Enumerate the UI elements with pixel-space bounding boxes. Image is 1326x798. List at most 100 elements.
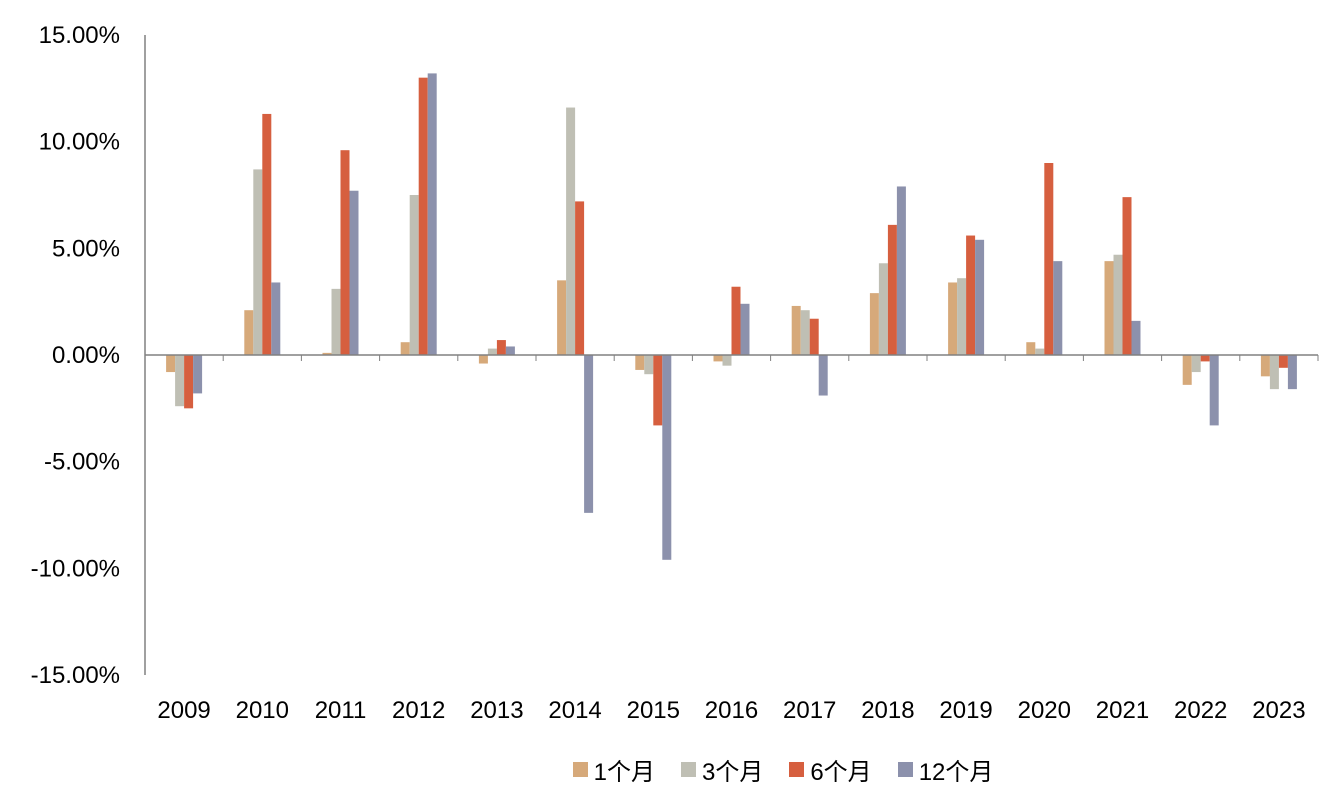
bar-2021-series-4 (1131, 320, 1141, 355)
legend-label: 1个月 (593, 759, 655, 786)
bar-2011-series-2 (331, 288, 341, 355)
bar-2017-series-4 (818, 355, 828, 396)
y-tick-label: -15.00% (31, 662, 120, 689)
bar-2023-series-2 (1269, 355, 1279, 390)
legend-swatch (897, 762, 913, 777)
bar-2017-series-1 (791, 305, 801, 355)
bar-2023-series-3 (1278, 355, 1288, 368)
y-tick-label: 10.00% (39, 129, 120, 156)
bar-2018-series-4 (896, 186, 906, 355)
legend-item: 3个月 (680, 752, 764, 787)
bar-2019-series-2 (957, 278, 967, 355)
legend-item: 1个月 (572, 752, 655, 787)
bars (166, 73, 1297, 560)
bar-2023-series-4 (1287, 355, 1297, 390)
bar-2009-series-4 (193, 355, 203, 394)
bar-2009-series-3 (184, 355, 194, 409)
legend-swatch (789, 762, 805, 777)
bar-2011-series-1 (322, 352, 332, 355)
bar-2011-series-4 (349, 190, 359, 355)
bar-2018-series-1 (869, 293, 879, 355)
bar-2019-series-3 (966, 235, 976, 355)
bar-2018-series-2 (878, 263, 888, 355)
legend-item: 12个月 (897, 752, 994, 787)
x-category-label: 2018 (861, 697, 914, 724)
legend-swatch (572, 762, 588, 777)
bar-2021-series-3 (1122, 197, 1132, 355)
x-category-label: 2013 (470, 697, 523, 724)
bar-2022-series-1 (1182, 355, 1192, 385)
bar-2022-series-2 (1191, 355, 1201, 373)
bar-2016-series-1 (713, 355, 723, 362)
bar-2016-series-2 (722, 355, 732, 366)
bar-2016-series-4 (740, 303, 750, 355)
bar-2017-series-3 (809, 318, 819, 355)
x-category-label: 2012 (392, 697, 445, 724)
bar-2012-series-4 (427, 73, 437, 356)
legend-item: 6个月 (789, 752, 872, 787)
y-tick-label: 5.00% (52, 235, 120, 262)
axes (144, 35, 1319, 675)
bar-2020-series-4 (1053, 261, 1063, 355)
x-category-label: 2019 (939, 697, 992, 724)
legend-swatch (680, 762, 696, 777)
x-category-label: 2017 (783, 697, 836, 724)
x-category-label: 2015 (627, 697, 680, 724)
legend-label: 12个月 (918, 759, 994, 786)
x-category-label: 2021 (1096, 697, 1149, 724)
legend-label: 3个月 (701, 759, 764, 786)
legend-label: 6个月 (810, 759, 872, 786)
y-tick-label: 0.00% (52, 342, 120, 369)
bar-2022-series-3 (1200, 355, 1210, 362)
bar-2019-series-1 (948, 282, 958, 355)
bar-2010-series-4 (271, 282, 281, 355)
x-category-label: 2011 (315, 697, 367, 724)
bar-2023-series-1 (1260, 355, 1270, 377)
bar-2014-series-4 (584, 355, 594, 513)
bar-2014-series-2 (566, 107, 576, 356)
x-category-label: 2016 (705, 697, 758, 724)
bar-2013-series-1 (478, 355, 488, 364)
bar-2015-series-4 (662, 355, 672, 560)
bar-2010-series-1 (244, 310, 254, 355)
x-category-label: 2010 (236, 697, 289, 724)
x-category-label: 2014 (548, 697, 601, 724)
bar-2010-series-3 (262, 113, 272, 355)
bar-2017-series-2 (800, 310, 810, 355)
bar-2015-series-3 (653, 355, 663, 426)
bar-2022-series-4 (1209, 355, 1219, 426)
bar-2012-series-3 (418, 77, 428, 356)
bar-2009-series-2 (175, 355, 185, 407)
bar-2012-series-2 (409, 195, 419, 355)
bar-2020-series-1 (1026, 342, 1036, 355)
bar-2015-series-1 (635, 355, 645, 370)
bar-2020-series-2 (1035, 348, 1045, 355)
bar-2010-series-2 (253, 169, 263, 355)
y-tick-label: 15.00% (39, 22, 120, 49)
x-axis-labels: 2009 2010 2011 2012 2013 2014 2015 2016 2017 2018… (157, 697, 1305, 724)
bar-2016-series-3 (731, 286, 741, 355)
bar-2013-series-3 (496, 340, 506, 355)
x-category-label: 2020 (1018, 697, 1071, 724)
bar-2015-series-2 (644, 355, 654, 375)
bar-2013-series-2 (487, 348, 497, 355)
bar-2011-series-3 (340, 150, 350, 355)
bar-2009-series-1 (166, 355, 176, 373)
bar-2014-series-3 (575, 201, 585, 355)
y-axis-ticks: 15.00% 10.00% 5.00% 0.00% -5.00% -10.00% -15.0… (31, 22, 120, 689)
bar-2021-series-2 (1113, 254, 1123, 355)
legend: 1个月 3个月 6个月 12个月 (0, 752, 1326, 787)
bar-2019-series-4 (975, 239, 985, 355)
bar-2020-series-3 (1044, 163, 1054, 355)
x-category-label: 2009 (157, 697, 210, 724)
y-tick-label: -10.00% (31, 555, 120, 582)
x-category-label: 2023 (1252, 697, 1305, 724)
x-category-label: 2022 (1174, 697, 1227, 724)
bar-2012-series-1 (400, 342, 410, 355)
y-tick-label: -5.00% (44, 449, 120, 476)
bar-2021-series-1 (1104, 261, 1114, 355)
bar-2013-series-4 (505, 346, 515, 355)
bar-2014-series-1 (557, 280, 567, 355)
bar-2018-series-3 (887, 224, 897, 355)
